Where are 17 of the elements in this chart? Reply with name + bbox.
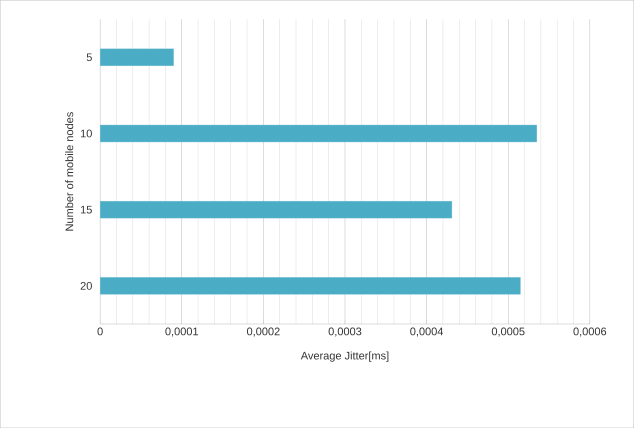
y-axis-title: Number of mobile nodes — [65, 112, 74, 230]
bar — [100, 277, 521, 295]
x-tick-label: 0,0001 — [165, 327, 198, 337]
x-tick-label: 0,0003 — [328, 327, 362, 337]
x-axis-title: Average Jitter[ms] — [300, 351, 388, 362]
bar — [100, 48, 174, 66]
y-tick-label: 15 — [80, 206, 92, 214]
x-tick-label: 0,0002 — [246, 327, 280, 337]
y-tick-label: 10 — [80, 130, 92, 138]
x-tick-label: 0,0006 — [573, 327, 606, 337]
x-tick-label: 0 — [98, 327, 103, 336]
x-tick-label: 0,0005 — [492, 327, 525, 337]
y-tick-label: 20 — [80, 282, 92, 290]
y-tick-label: 5 — [86, 53, 92, 62]
bar — [100, 200, 452, 218]
x-tick-label: 0,0004 — [410, 327, 444, 337]
bar — [100, 124, 537, 142]
